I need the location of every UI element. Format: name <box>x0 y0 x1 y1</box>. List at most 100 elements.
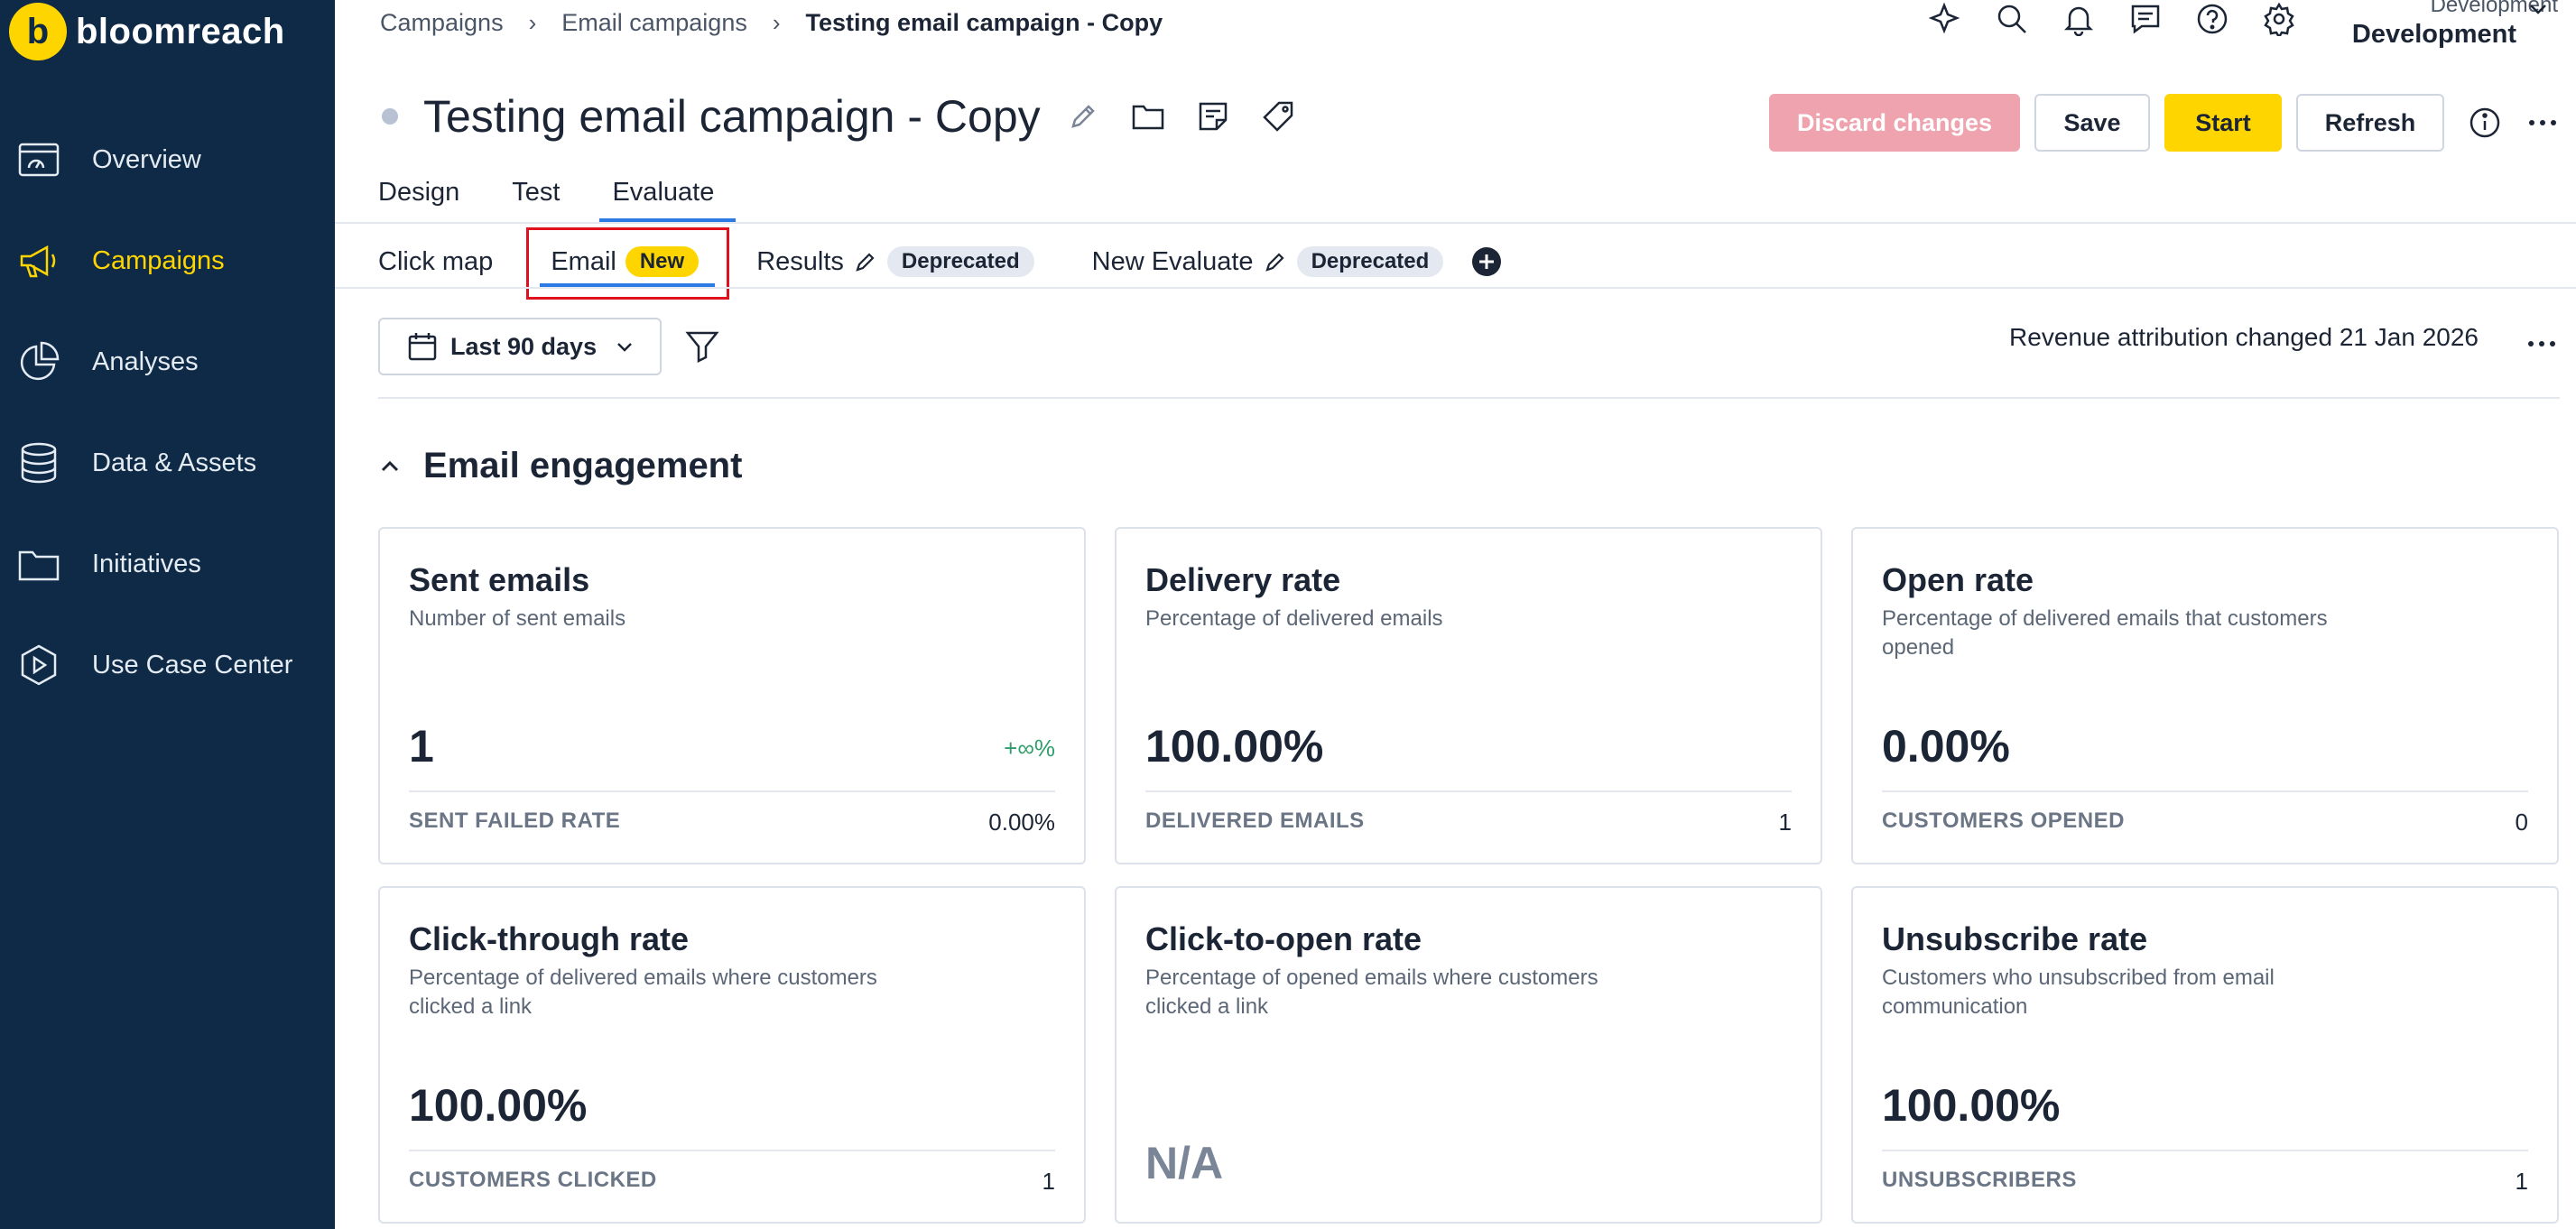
subtab-click-map[interactable]: Click map <box>378 236 493 287</box>
subtab-label: New Evaluate <box>1091 246 1254 276</box>
breadcrumb-current: Testing email campaign - Copy <box>805 8 1163 36</box>
breadcrumb-campaigns[interactable]: Campaigns <box>380 8 504 36</box>
tab-evaluate[interactable]: Evaluate <box>599 177 737 222</box>
play-circle-icon <box>21 644 57 686</box>
more-horizontal-icon[interactable] <box>2524 330 2560 357</box>
subtabs-divider <box>335 287 2576 289</box>
card-footer-label: CUSTOMERS OPENED <box>1882 809 2125 833</box>
folder-icon[interactable] <box>1131 99 1165 134</box>
filter-icon[interactable] <box>683 327 721 365</box>
header-actions: Discard changes Save Start Refresh <box>1769 94 2560 152</box>
subtab-label: Results <box>756 246 844 276</box>
note-icon[interactable] <box>1196 99 1230 134</box>
metric-card-sent-emails: Sent emails Number of sent emails 1 +∞% … <box>378 527 1086 864</box>
card-footer-value: 1 <box>1042 1168 1055 1195</box>
refresh-button[interactable]: Refresh <box>2296 94 2444 152</box>
subtab-new-evaluate[interactable]: New Evaluate Deprecated <box>1092 236 1444 287</box>
gear-icon[interactable] <box>2262 2 2296 36</box>
breadcrumb: Campaigns › Email campaigns › Testing em… <box>380 7 1163 38</box>
date-range-button[interactable]: Last 90 days <box>378 318 662 375</box>
add-tab-icon[interactable] <box>1470 245 1503 278</box>
folder-icon <box>18 550 60 581</box>
sidebar: b bloomreach Overview Campaigns Analyses… <box>0 0 335 1229</box>
calendar-icon <box>408 333 437 361</box>
pencil-icon[interactable] <box>853 249 878 274</box>
chevron-right-icon: › <box>772 8 781 36</box>
card-footer-label: CUSTOMERS CLICKED <box>409 1168 657 1192</box>
bloomreach-logo-icon: b <box>9 3 67 60</box>
brand-name: bloomreach <box>76 11 285 51</box>
tab-test[interactable]: Test <box>512 178 561 207</box>
evaluate-subtabs: Click map Email New Results Deprecated N… <box>378 236 1503 287</box>
discard-changes-button[interactable]: Discard changes <box>1769 94 2020 152</box>
filter-divider <box>378 397 2560 399</box>
subtab-results[interactable]: Results Deprecated <box>756 236 1034 287</box>
start-button[interactable]: Start <box>2164 94 2282 152</box>
card-divider <box>1882 1150 2528 1151</box>
sidebar-item-use-case-center[interactable]: Use Case Center <box>0 624 335 706</box>
megaphone-icon <box>20 245 56 278</box>
sidebar-item-data-assets[interactable]: Data & Assets <box>0 422 335 504</box>
card-subtitle: Customers who unsubscribed from email co… <box>1882 966 2275 1019</box>
main-content: Campaigns › Email campaigns › Testing em… <box>335 0 2576 1229</box>
pie-chart-icon <box>20 341 60 381</box>
card-footer-label: SENT FAILED RATE <box>409 809 621 833</box>
card-footer-value: 0 <box>2515 809 2528 836</box>
card-subtitle: Percentage of opened emails where custom… <box>1145 966 1598 1019</box>
card-subtitle: Number of sent emails <box>409 606 626 631</box>
card-value: 1 <box>409 721 434 772</box>
chevron-down-icon <box>2530 5 2546 14</box>
card-title: Unsubscribe rate <box>1882 920 2148 957</box>
new-badge: New <box>625 246 700 277</box>
tab-design[interactable]: Design <box>378 178 460 207</box>
breadcrumb-email-campaigns[interactable]: Email campaigns <box>561 8 747 36</box>
metric-card-click-to-open-rate: Click-to-open rate Percentage of opened … <box>1115 886 1822 1224</box>
card-value: N/A <box>1145 1138 1224 1188</box>
sidebar-item-label: Overview <box>92 144 201 174</box>
card-value: 0.00% <box>1882 721 2010 772</box>
sidebar-item-overview[interactable]: Overview <box>0 119 335 200</box>
subtab-label: Email <box>551 246 616 276</box>
workspace-switcher[interactable]: Development Development <box>2341 0 2558 50</box>
pencil-icon[interactable] <box>1066 99 1100 134</box>
chevron-down-icon <box>617 343 632 352</box>
card-title: Sent emails <box>409 561 590 598</box>
sidebar-item-label: Data & Assets <box>92 448 257 477</box>
sidebar-item-label: Analyses <box>92 347 199 376</box>
section-title: Email engagement <box>423 446 743 485</box>
date-range-label: Last 90 days <box>450 332 598 360</box>
title-row: Testing email campaign - Copy <box>382 90 1295 143</box>
sparkle-icon[interactable] <box>1928 2 1962 36</box>
sidebar-item-label: Campaigns <box>92 245 225 275</box>
sidebar-item-label: Use Case Center <box>92 650 293 679</box>
card-footer-value: 0.00% <box>988 809 1055 836</box>
save-button[interactable]: Save <box>2034 94 2150 152</box>
comment-icon[interactable] <box>2128 2 2163 36</box>
bell-icon[interactable] <box>2062 2 2096 36</box>
info-icon[interactable] <box>2468 106 2502 140</box>
card-subtitle: Percentage of delivered emails <box>1145 606 1443 631</box>
help-icon[interactable] <box>2195 2 2229 36</box>
card-footer-value: 1 <box>1778 809 1792 836</box>
status-dot <box>382 108 398 125</box>
card-subtitle: Percentage of delivered emails that cust… <box>1882 606 2328 660</box>
subtab-email[interactable]: Email New <box>551 236 700 287</box>
sidebar-item-initiatives[interactable]: Initiatives <box>0 523 335 605</box>
more-horizontal-icon[interactable] <box>2525 106 2560 140</box>
overview-icon <box>18 143 60 177</box>
search-icon[interactable] <box>1995 2 2029 36</box>
card-title: Open rate <box>1882 561 2034 598</box>
sidebar-item-campaigns[interactable]: Campaigns <box>0 220 335 301</box>
sidebar-item-analyses[interactable]: Analyses <box>0 321 335 402</box>
tabs-divider <box>335 222 2576 224</box>
email-engagement-section-header[interactable]: Email engagement <box>378 446 742 486</box>
highlight-box <box>526 227 729 300</box>
card-divider <box>409 790 1055 792</box>
active-subtab-indicator <box>540 283 715 287</box>
chevron-right-icon: › <box>528 8 537 36</box>
pencil-icon[interactable] <box>1263 249 1288 274</box>
metric-card-open-rate: Open rate Percentage of delivered emails… <box>1851 527 2559 864</box>
brand-logo[interactable]: b bloomreach <box>9 0 285 63</box>
tag-icon[interactable] <box>1261 99 1295 134</box>
header-icons <box>1928 2 2296 36</box>
